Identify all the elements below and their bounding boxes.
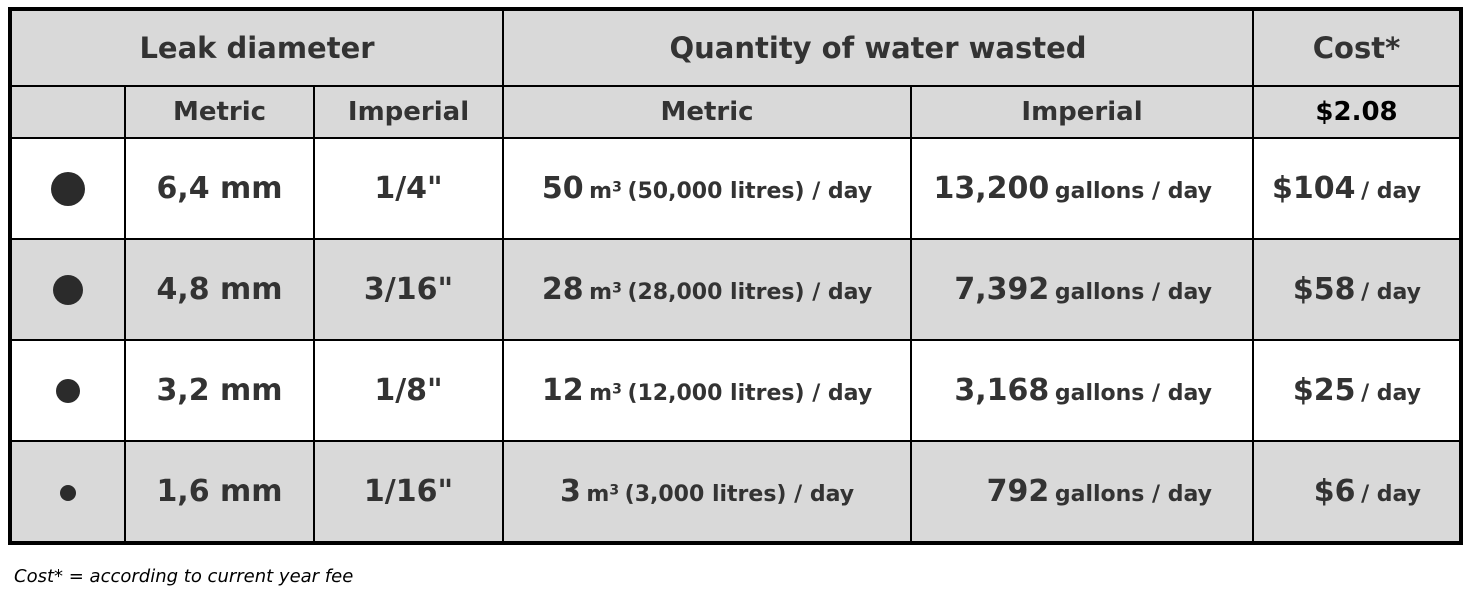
quantity-metric-unit: m bbox=[589, 381, 613, 406]
quantity-metric-detail: (50,000 litres) / day bbox=[627, 179, 873, 204]
unit-exponent: 3 bbox=[612, 179, 622, 196]
quantity-imperial-value: 13,200 bbox=[933, 171, 1050, 206]
imperial-diameter: 1/16" bbox=[363, 474, 454, 509]
quantity-imperial-cell: 7,392 gallons / day bbox=[910, 238, 1255, 341]
leak-size-cell bbox=[9, 238, 126, 341]
quantity-metric-cell: 50 m3 (50,000 litres) / day bbox=[502, 137, 913, 240]
quantity-imperial-cell: 13,200 gallons / day bbox=[910, 137, 1255, 240]
quantity-metric-cell: 3 m3 (3,000 litres) / day bbox=[502, 440, 913, 544]
cost-unit: / day bbox=[1361, 482, 1422, 507]
quantity-metric-value: 3 bbox=[559, 474, 581, 509]
quantity-imperial-unit: gallons / day bbox=[1054, 179, 1213, 204]
imperial-diameter-cell: 1/16" bbox=[312, 440, 505, 544]
metric-diameter-cell: 1,6 mm bbox=[124, 440, 315, 544]
quantity-metric-value: 12 bbox=[541, 373, 584, 408]
header-quantity: Quantity of water wasted bbox=[502, 8, 1255, 87]
cost-cell: $25 / day bbox=[1252, 339, 1463, 442]
imperial-diameter-cell: 1/8" bbox=[312, 339, 505, 442]
metric-diameter-cell: 3,2 mm bbox=[124, 339, 315, 442]
subheader-imperial: Imperial bbox=[312, 85, 505, 139]
quantity-imperial-unit: gallons / day bbox=[1054, 280, 1213, 305]
header-row: Leak diameter Quantity of water wasted C… bbox=[8, 8, 1463, 87]
imperial-diameter-cell: 3/16" bbox=[312, 238, 505, 341]
metric-diameter-cell: 6,4 mm bbox=[124, 137, 315, 240]
leak-size-dot-icon bbox=[53, 274, 83, 305]
subheader-blank bbox=[9, 85, 126, 139]
leak-table: Leak diameter Quantity of water wasted C… bbox=[8, 7, 1464, 545]
header-leak-diameter: Leak diameter bbox=[8, 8, 505, 87]
subheader-metric: Metric bbox=[124, 85, 315, 139]
subheader-cost-rate: $2.08 bbox=[1252, 85, 1463, 139]
leak-size-dot-icon bbox=[56, 378, 80, 403]
quantity-imperial-cell: 3,168 gallons / day bbox=[910, 339, 1255, 442]
leak-size-cell bbox=[9, 440, 126, 544]
metric-diameter: 6,4 mm bbox=[156, 171, 283, 206]
quantity-metric-unit: m bbox=[589, 179, 613, 204]
metric-diameter: 4,8 mm bbox=[156, 272, 283, 307]
quantity-metric-cell: 12 m3 (12,000 litres) / day bbox=[502, 339, 913, 442]
subheader-row: Metric Imperial Metric Imperial $2.08 bbox=[9, 85, 1463, 139]
imperial-diameter: 1/8" bbox=[374, 373, 443, 408]
leak-size-cell bbox=[9, 339, 126, 442]
cost-cell: $104 / day bbox=[1252, 137, 1463, 240]
cost-value: $104 bbox=[1271, 171, 1356, 206]
footnote: Cost* = according to current year fee bbox=[14, 566, 354, 587]
metric-diameter: 3,2 mm bbox=[156, 373, 283, 408]
leak-size-dot-icon bbox=[60, 484, 76, 501]
quantity-metric-unit: m bbox=[586, 482, 610, 507]
table-row: 1,6 mm 1/16" 3 m3 (3,000 litres) / day 792 … bbox=[9, 440, 1463, 544]
cost-value: $25 bbox=[1292, 373, 1356, 408]
quantity-imperial-value: 3,168 bbox=[954, 373, 1050, 408]
unit-exponent: 3 bbox=[609, 482, 620, 499]
table-row: 3,2 mm 1/8" 12 m3 (12,000 litres) / day 3,1… bbox=[9, 339, 1463, 442]
cost-value: $58 bbox=[1292, 272, 1356, 307]
imperial-diameter: 3/16" bbox=[363, 272, 454, 307]
quantity-imperial-unit: gallons / day bbox=[1054, 381, 1213, 406]
quantity-metric-value: 50 bbox=[541, 171, 584, 206]
quantity-metric-detail: (12,000 litres) / day bbox=[627, 381, 873, 406]
quantity-imperial-unit: gallons / day bbox=[1054, 482, 1213, 507]
quantity-imperial-cell: 792 gallons / day bbox=[910, 440, 1255, 544]
quantity-metric-cell: 28 m3 (28,000 litres) / day bbox=[502, 238, 913, 341]
leak-size-dot-icon bbox=[51, 171, 85, 206]
quantity-metric-detail: (28,000 litres) / day bbox=[627, 280, 873, 305]
subheader-quantity-metric: Metric bbox=[502, 85, 913, 139]
metric-diameter: 1,6 mm bbox=[156, 474, 283, 509]
unit-exponent: 3 bbox=[612, 280, 622, 297]
cost-cell: $6 / day bbox=[1252, 440, 1463, 544]
quantity-metric-detail: (3,000 litres) / day bbox=[624, 482, 855, 507]
quantity-imperial-value: 792 bbox=[986, 474, 1050, 509]
header-cost: Cost* bbox=[1252, 8, 1463, 87]
imperial-diameter: 1/4" bbox=[374, 171, 443, 206]
cost-unit: / day bbox=[1361, 179, 1422, 204]
table-row: 4,8 mm 3/16" 28 m3 (28,000 litres) / day 7,… bbox=[9, 238, 1463, 341]
imperial-diameter-cell: 1/4" bbox=[312, 137, 505, 240]
table-row: 6,4 mm 1/4" 50 m3 (50,000 litres) / day 13,… bbox=[9, 137, 1463, 240]
metric-diameter-cell: 4,8 mm bbox=[124, 238, 315, 341]
subheader-quantity-imperial: Imperial bbox=[910, 85, 1255, 139]
quantity-imperial-value: 7,392 bbox=[954, 272, 1050, 307]
quantity-metric-unit: m bbox=[589, 280, 613, 305]
quantity-metric-value: 28 bbox=[541, 272, 584, 307]
cost-cell: $58 / day bbox=[1252, 238, 1463, 341]
unit-exponent: 3 bbox=[612, 381, 622, 398]
cost-unit: / day bbox=[1361, 280, 1422, 305]
cost-unit: / day bbox=[1361, 381, 1422, 406]
leak-size-cell bbox=[9, 137, 126, 240]
cost-value: $6 bbox=[1313, 474, 1356, 509]
